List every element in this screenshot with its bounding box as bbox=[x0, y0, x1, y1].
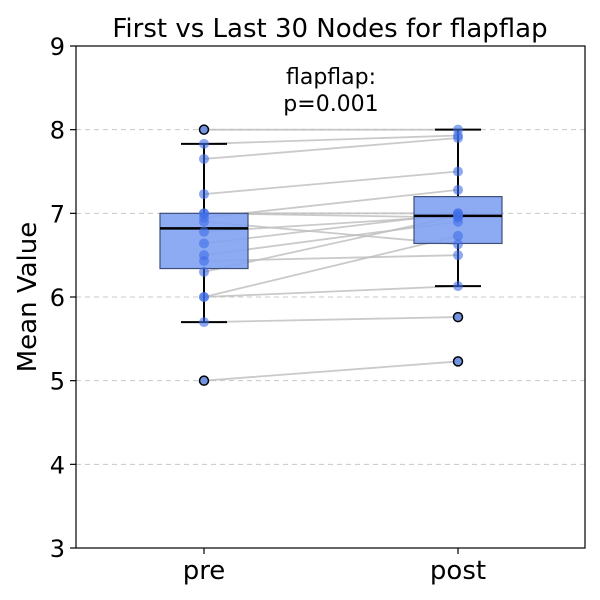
outlier-post bbox=[452, 356, 464, 367]
annotation-pvalue: p=0.001 bbox=[283, 92, 378, 117]
pair-line bbox=[203, 170, 459, 195]
data-point-pre bbox=[199, 189, 209, 200]
data-point-pre bbox=[199, 138, 209, 149]
pair-line bbox=[203, 235, 459, 298]
y-tick-label: 7 bbox=[50, 200, 65, 228]
x-tick-label-pre: pre bbox=[183, 556, 226, 586]
pair-line bbox=[203, 360, 459, 382]
data-point-post bbox=[453, 250, 463, 261]
y-tick-label: 3 bbox=[50, 535, 65, 563]
data-point-pre bbox=[199, 226, 209, 237]
data-point-pre bbox=[199, 153, 209, 164]
pair-line bbox=[203, 316, 459, 323]
data-point-pre bbox=[199, 250, 209, 261]
y-axis-label: Mean Value bbox=[13, 222, 43, 373]
chart-title: First vs Last 30 Nodes for flapflap bbox=[112, 14, 547, 44]
data-point-pre bbox=[199, 317, 209, 328]
y-tick-label: 8 bbox=[50, 117, 65, 145]
pair-line bbox=[203, 285, 459, 298]
pair-line bbox=[203, 134, 459, 145]
x-tick-label-post: post bbox=[430, 556, 486, 586]
y-tick-label: 6 bbox=[50, 284, 65, 312]
data-point-pre bbox=[199, 212, 209, 223]
y-tick-label: 9 bbox=[50, 33, 65, 61]
y-tick-label: 5 bbox=[50, 368, 65, 396]
outlier-post bbox=[452, 311, 464, 323]
outlier-pre bbox=[198, 375, 210, 386]
pair-line bbox=[203, 137, 459, 160]
data-point-pre bbox=[199, 292, 209, 302]
y-tick-label: 4 bbox=[50, 451, 65, 479]
annotation-label: flapflap: bbox=[286, 65, 376, 90]
data-point-post bbox=[453, 212, 463, 223]
data-point-post bbox=[453, 166, 463, 177]
boxes bbox=[159, 128, 503, 324]
x-axis-ticks: pre post bbox=[183, 548, 486, 586]
data-point-post bbox=[453, 184, 463, 195]
outlier-pre bbox=[198, 124, 210, 135]
data-point-pre bbox=[199, 238, 209, 249]
data-point-post bbox=[453, 239, 463, 250]
data-point-pre bbox=[199, 266, 209, 277]
data-point-post bbox=[453, 124, 463, 135]
data-point-post bbox=[453, 230, 463, 241]
y-axis-ticks: 3 4 5 6 7 8 9 bbox=[50, 33, 76, 563]
data-point-post bbox=[453, 281, 463, 292]
grid-lines bbox=[76, 129, 585, 465]
data-points bbox=[198, 124, 464, 386]
